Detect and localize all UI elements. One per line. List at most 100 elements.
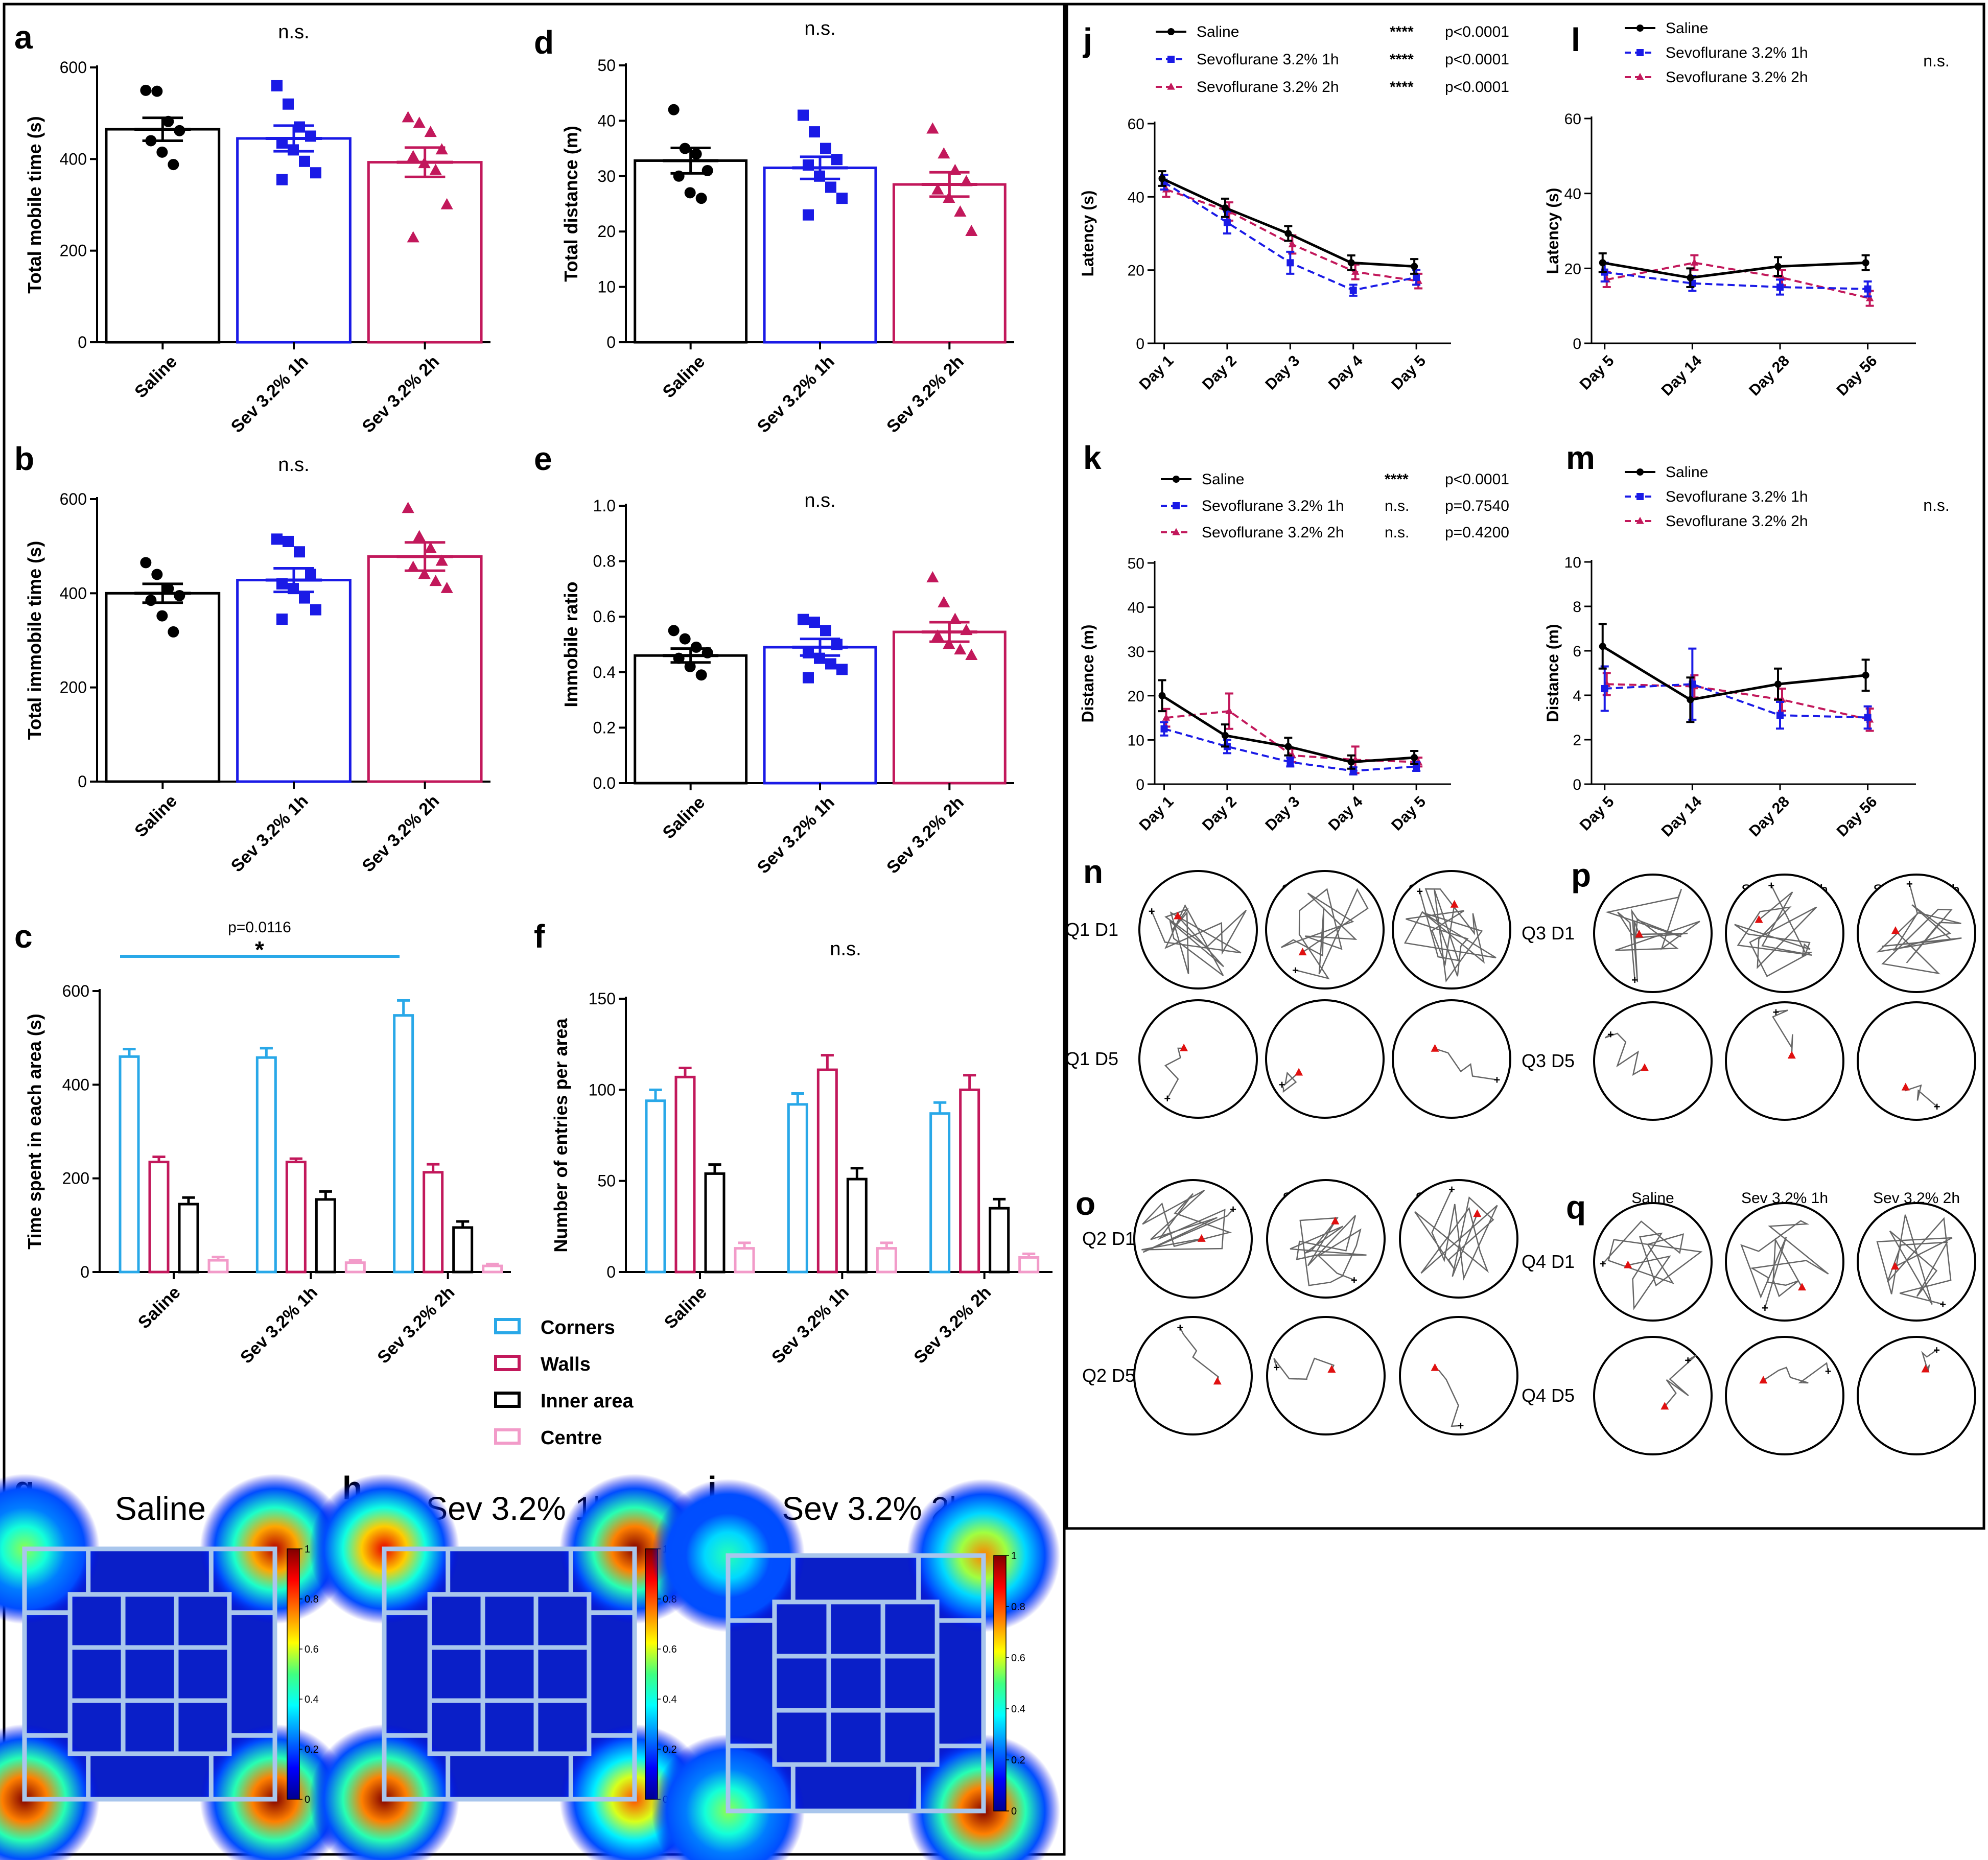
series-line	[1604, 683, 1868, 719]
platform-marker	[1640, 1063, 1649, 1071]
bar	[236, 579, 352, 783]
y-axis-title: Time spent in each area (s)	[24, 1014, 45, 1250]
legend-marker	[1167, 28, 1175, 35]
data-point	[938, 596, 950, 607]
y-tick-label: 40	[597, 111, 616, 130]
legend-swatch	[494, 1355, 521, 1371]
legend-stars: ****	[1385, 471, 1409, 488]
platform-marker	[1635, 930, 1644, 938]
bar	[367, 161, 483, 344]
colorbar-tick-label: 0.2	[1011, 1755, 1025, 1766]
platform-marker	[1891, 1262, 1900, 1270]
data-point	[836, 664, 848, 675]
y-tick-label: 60	[1564, 111, 1581, 128]
bar	[452, 1226, 474, 1274]
colorbar-tick-label: 0	[1011, 1806, 1017, 1817]
chart-c-time-per-area: 0 200 400 600 Time spent in each area (s) Sal…	[24, 919, 511, 1368]
start-marker: +	[1292, 964, 1299, 977]
legend-label: Walls	[541, 1354, 591, 1375]
start-marker: +	[1177, 1322, 1183, 1334]
data-point	[695, 669, 707, 681]
swim-trajectory	[1280, 888, 1369, 980]
data-point	[668, 104, 680, 115]
x-tick-label: Saline	[131, 791, 181, 841]
series-line	[1602, 645, 1866, 701]
data-point	[1862, 671, 1869, 679]
bar	[148, 1161, 170, 1274]
data-point	[413, 116, 426, 128]
swim-trajectory	[1921, 1349, 1937, 1372]
x-tick-label: Sev 3.2% 1h	[227, 791, 312, 876]
start-marker: +	[1631, 974, 1638, 986]
bar	[634, 654, 748, 785]
data-point	[926, 571, 939, 582]
x-tick-label: Day 1	[1136, 352, 1177, 393]
data-point	[156, 146, 168, 158]
colorbar-tick-label: 0.6	[305, 1644, 319, 1655]
bar	[105, 128, 221, 344]
chart-j-latency-training: 0 20 40 60 Latency (s) Day 1 Day 2 Day 3 Day 4 Da…	[1079, 23, 1509, 393]
data-point	[954, 205, 967, 217]
bar	[989, 1207, 1010, 1274]
colorbar-tick-label: 0.4	[305, 1694, 319, 1705]
heatmap-inner-area	[772, 1599, 940, 1767]
data-point	[140, 84, 152, 96]
chart-k-distance-training: 0 10 20 30 40 50 Distance (m) Day 1 Day 2 Day 3 Da…	[1079, 471, 1509, 834]
panel-letter-c: c	[14, 918, 33, 955]
maze-row-label: Q2 D5	[1082, 1365, 1135, 1386]
bar	[285, 1161, 307, 1274]
data-point	[1864, 714, 1872, 721]
legend-swatch	[494, 1318, 521, 1334]
data-point	[283, 535, 294, 547]
data-point	[1865, 294, 1874, 301]
x-tick-label: Sev 3.2% 2h	[358, 352, 443, 437]
data-point	[943, 638, 955, 649]
data-point	[825, 658, 836, 670]
swim-trajectory	[1290, 1215, 1367, 1286]
heatmap-inner-area	[67, 1592, 232, 1756]
legend-label: Sevoflurane 3.2% 2h	[1202, 524, 1344, 541]
legend-marker	[1636, 493, 1644, 500]
chart-d-total-distance: 0 10 20 30 40 50 Total distance (m) Saline Sev 3…	[560, 18, 1014, 437]
colorbar-tick-label: 0.6	[1011, 1653, 1025, 1664]
data-point	[1158, 692, 1166, 699]
legend-label: Sevoflurane 3.2% 1h	[1666, 44, 1808, 61]
bar	[816, 1068, 838, 1274]
start-marker: +	[1458, 1420, 1464, 1432]
x-tick-label: Day 28	[1746, 352, 1793, 399]
platform-marker	[1213, 1377, 1222, 1385]
maze-row-label: Q3 D1	[1522, 923, 1575, 944]
start-marker: +	[1164, 1092, 1171, 1105]
y-tick-label: 100	[589, 1080, 616, 1099]
start-marker: +	[1768, 879, 1774, 892]
data-point	[965, 225, 978, 236]
heatmap-inner-area	[427, 1592, 592, 1756]
bar	[876, 1247, 897, 1274]
data-point	[954, 643, 967, 655]
significance-label: n.s.	[804, 18, 835, 39]
x-tick-label: Saline	[131, 352, 181, 402]
bar	[763, 646, 877, 785]
data-point	[424, 541, 437, 553]
y-tick-label: 4	[1573, 688, 1581, 704]
data-point	[294, 121, 305, 133]
x-tick-label: Sev 3.2% 1h	[754, 793, 838, 878]
data-point	[965, 649, 978, 661]
y-tick-label: 60	[1128, 116, 1144, 133]
legend-p-value: p<0.0001	[1445, 51, 1509, 68]
y-tick-label: 0	[1573, 776, 1581, 793]
platform-marker	[1624, 1260, 1632, 1268]
data-point	[690, 148, 702, 160]
x-tick-label: Day 14	[1658, 352, 1705, 399]
y-tick-label: 20	[1564, 261, 1581, 277]
data-point	[402, 502, 414, 513]
platform-marker	[1450, 900, 1459, 908]
legend-stars: n.s.	[1385, 498, 1409, 514]
platform-marker	[1327, 1365, 1336, 1373]
data-point	[938, 147, 950, 159]
data-point	[926, 122, 939, 134]
data-point	[283, 98, 294, 110]
data-point	[156, 610, 168, 622]
y-axis-title: Latency (s)	[1079, 191, 1097, 277]
